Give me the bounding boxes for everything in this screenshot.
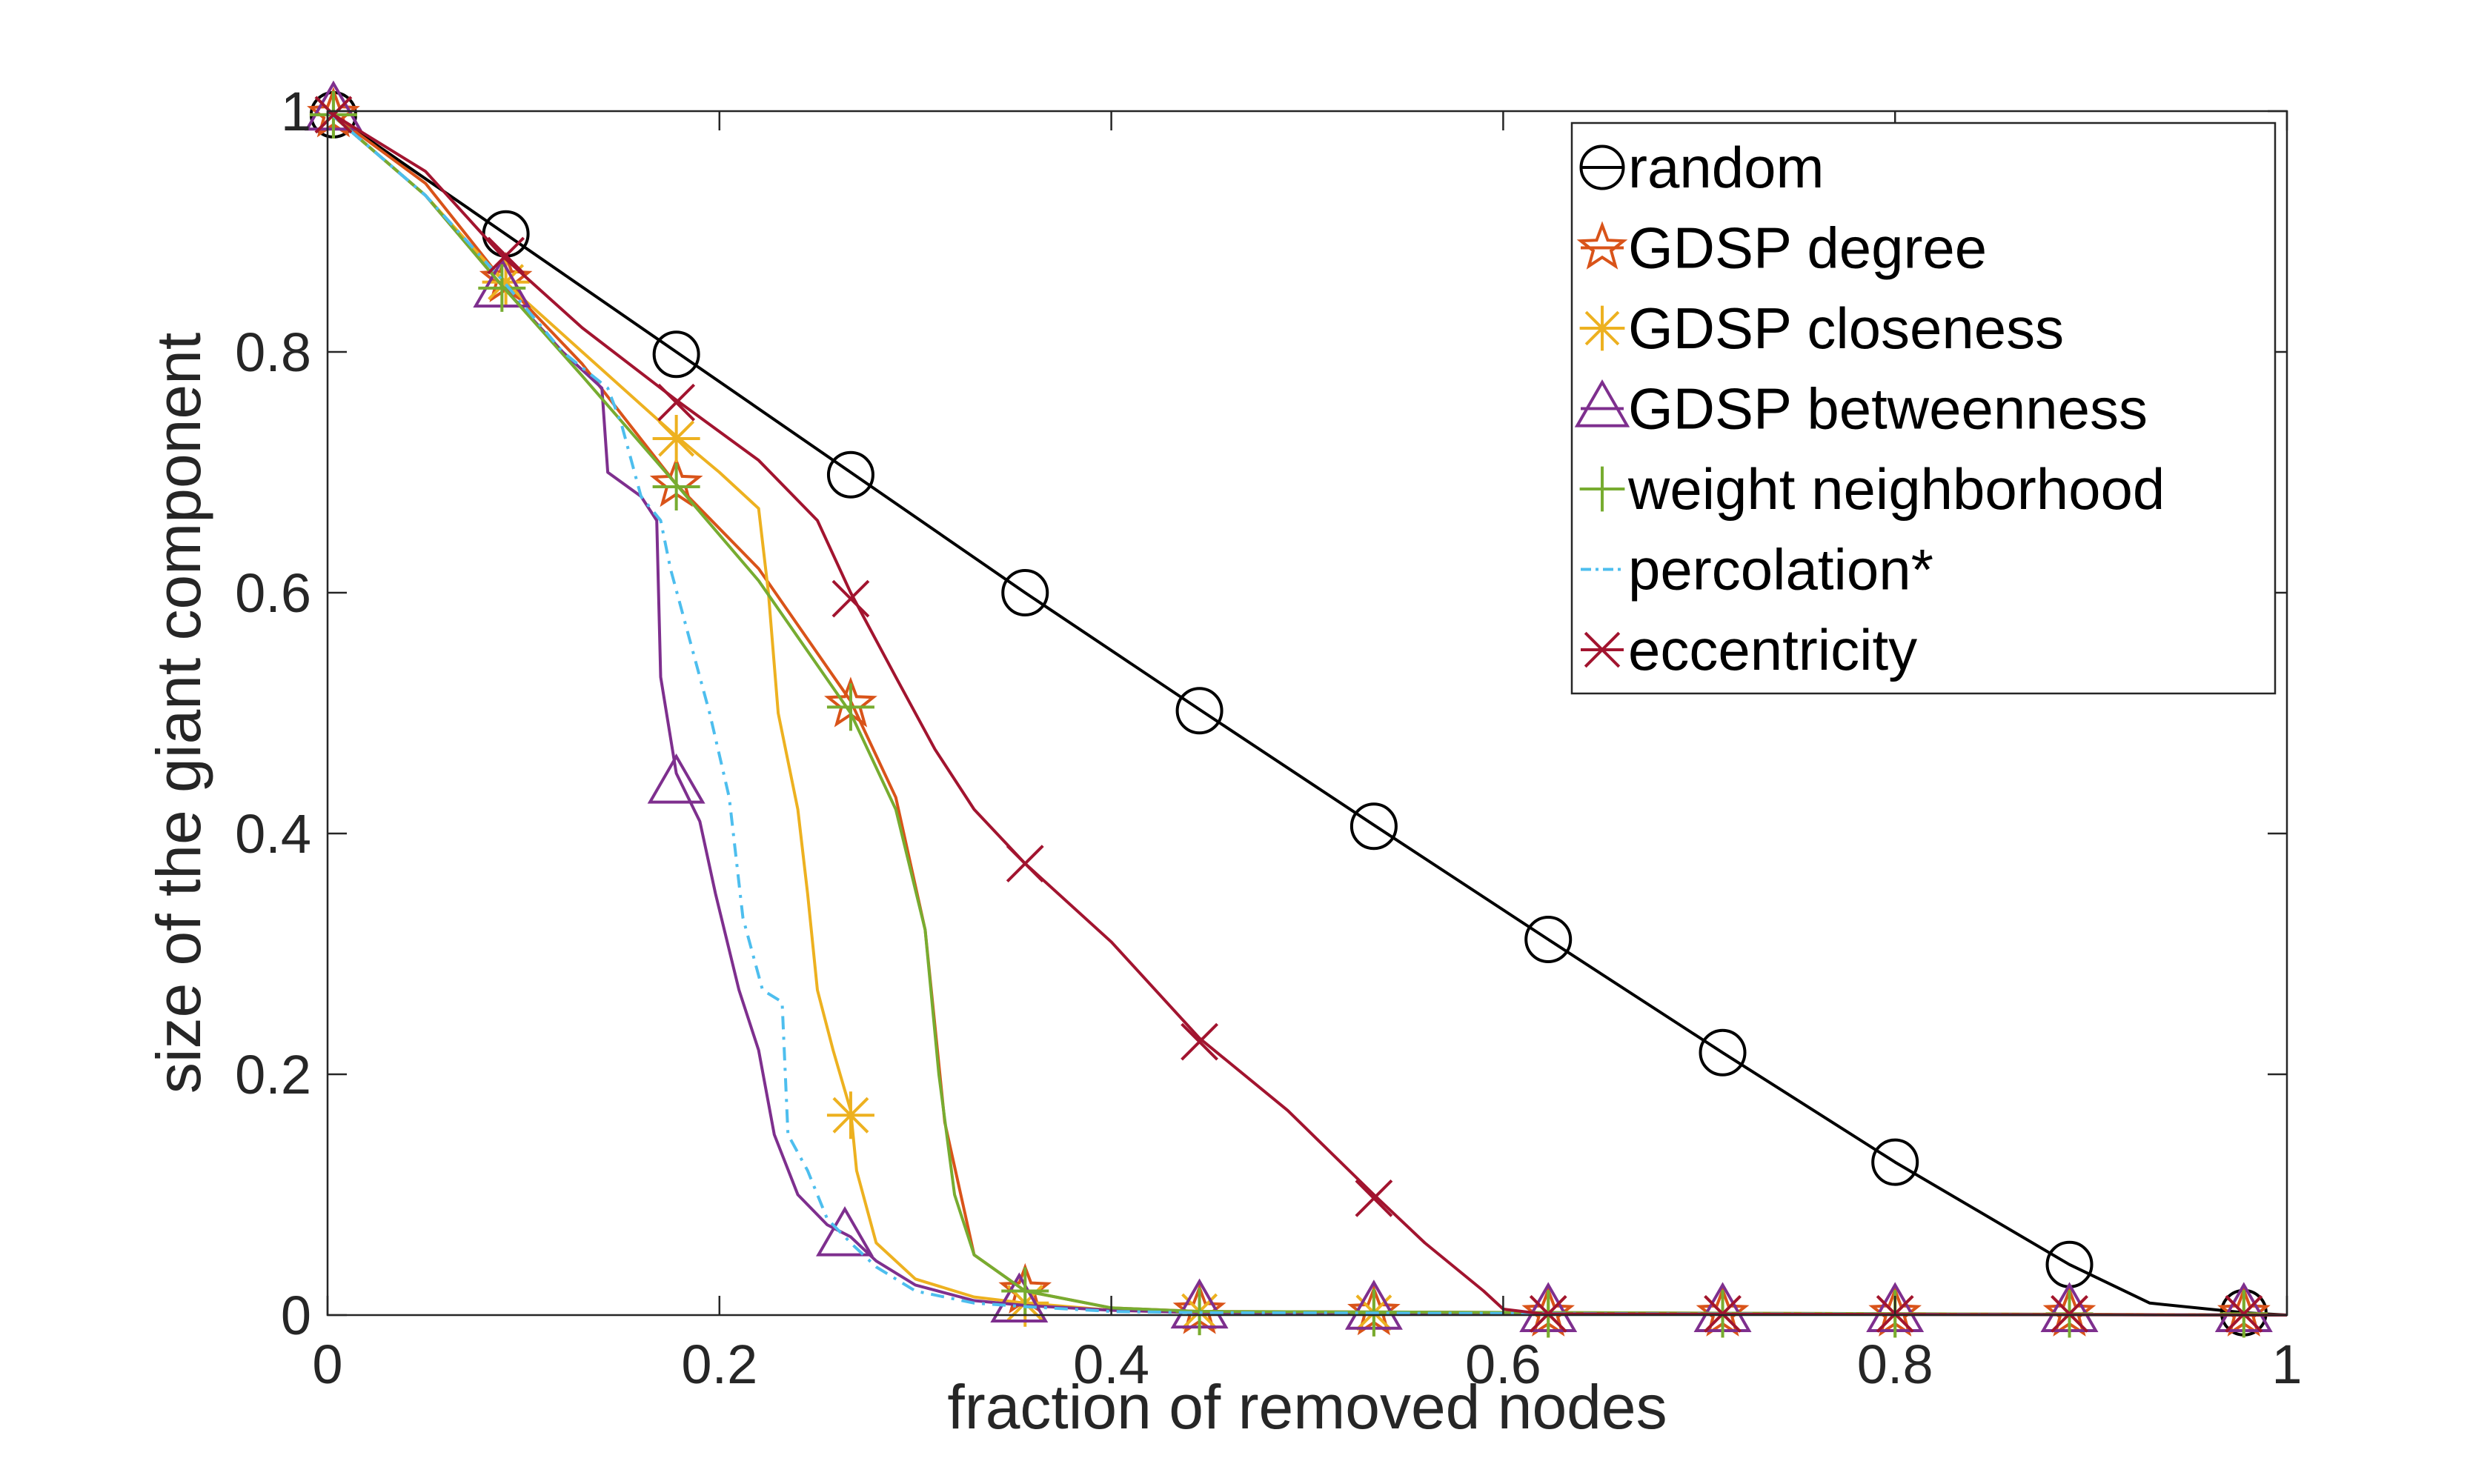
- data-point-eccentricity: [1355, 1179, 1393, 1217]
- data-point-random: [1001, 569, 1049, 616]
- legend-marker: [1584, 631, 1621, 668]
- x-tick-label: 1: [2271, 1334, 2302, 1395]
- y-tick-label: 0: [281, 1285, 311, 1346]
- legend-box: [1570, 122, 2277, 695]
- data-point-weight-neighborhood: [652, 463, 700, 510]
- y-tick-label: 0.2: [235, 1044, 311, 1105]
- legend-entry-eccentricity: eccentricity: [1581, 617, 1917, 682]
- series-line-eccentricity: [326, 110, 2288, 1317]
- x-tick-label: 0.8: [1857, 1334, 1933, 1395]
- series-line-gdsp-closeness: [326, 110, 2288, 1317]
- data-point-weight-neighborhood: [826, 683, 874, 731]
- legend-label: percolation*: [1628, 537, 1933, 602]
- data-point-gdsp-betweenness: [647, 753, 706, 804]
- data-point-eccentricity: [2225, 1294, 2263, 1333]
- legend-entry-gdsp-closeness: GDSP closeness: [1579, 296, 2064, 361]
- data-point-eccentricity: [1704, 1294, 1742, 1333]
- data-point-random: [1871, 1138, 1919, 1186]
- data-point-eccentricity: [831, 579, 870, 618]
- legend-marker: [1579, 466, 1625, 512]
- legend-label: random: [1628, 135, 1824, 200]
- series-line-gdsp-betweenness: [326, 110, 2288, 1317]
- series-layer: [304, 80, 2288, 1338]
- data-point-gdsp-closeness: [826, 1091, 874, 1139]
- series-percolation: [326, 110, 2288, 1317]
- data-point-random: [1349, 802, 1398, 851]
- x-tick-label: 0: [312, 1334, 342, 1395]
- y-axis-label: size of the giant component: [144, 333, 213, 1094]
- ticks-layer: 0 0.2 0.4 0.6 0.8 1 0 0.2 0.4 0.6 0.8 1: [235, 81, 2302, 1395]
- data-point-gdsp-closeness: [652, 415, 700, 462]
- data-point-eccentricity: [1006, 845, 1044, 883]
- data-point-random: [1699, 1028, 1747, 1077]
- series-eccentricity: [314, 96, 2288, 1333]
- x-tick-label: 0.6: [1465, 1334, 1541, 1395]
- series-line-percolation: [326, 110, 2288, 1317]
- series-line-random: [326, 110, 2288, 1317]
- legend-marker: [1579, 144, 1625, 190]
- legend: random GDSP degree GDSP closeness GDSP betw…: [1570, 122, 2277, 695]
- data-point-random: [1524, 916, 1573, 963]
- legend-entry-percolation: percolation*: [1581, 537, 1933, 602]
- data-point-gdsp-closeness: [482, 258, 530, 306]
- data-point-eccentricity: [2051, 1294, 2088, 1333]
- series-line-weight-neighborhood: [326, 110, 2288, 1317]
- legend-label: GDSP degree: [1628, 216, 1987, 281]
- axes-box: [326, 110, 2288, 1317]
- y-tick-label: 0.8: [235, 322, 311, 383]
- legend-marker: [1574, 379, 1630, 427]
- legend-label: weight neighborhood: [1627, 456, 2165, 522]
- y-tick-label: 1: [281, 81, 311, 142]
- x-axis-label: fraction of removed nodes: [947, 1372, 1667, 1442]
- data-point-gdsp-betweenness: [990, 1272, 1049, 1323]
- x-tick-label: 0.4: [1073, 1334, 1149, 1395]
- legend-marker: [1576, 221, 1628, 270]
- data-point-random: [1175, 687, 1224, 735]
- y-tick-label: 0.4: [235, 803, 311, 865]
- legend-label: eccentricity: [1628, 617, 1917, 682]
- data-point-eccentricity: [314, 96, 353, 134]
- legend-entry-gdsp-betweenness: GDSP betweenness: [1574, 376, 2148, 442]
- data-point-gdsp-betweenness: [816, 1205, 874, 1257]
- legend-label: GDSP closeness: [1628, 296, 2064, 361]
- data-point-eccentricity: [487, 236, 525, 275]
- legend-entry-gdsp-degree: GDSP degree: [1576, 216, 1987, 281]
- data-point-random: [826, 450, 874, 499]
- x-tick-label: 0.2: [681, 1334, 757, 1395]
- data-point-eccentricity: [1529, 1294, 1567, 1333]
- y-tick-label: 0.6: [235, 562, 311, 624]
- data-point-eccentricity: [1181, 1022, 1218, 1061]
- legend-label: GDSP betweenness: [1628, 376, 2148, 442]
- legend-entry-random: random: [1579, 135, 1824, 200]
- data-point-random: [652, 330, 700, 379]
- data-point-weight-neighborhood: [478, 264, 526, 312]
- legend-marker: [1579, 305, 1625, 351]
- data-point-eccentricity: [657, 383, 696, 422]
- legend-entry-weight-neighborhood: weight neighborhood: [1579, 456, 2165, 522]
